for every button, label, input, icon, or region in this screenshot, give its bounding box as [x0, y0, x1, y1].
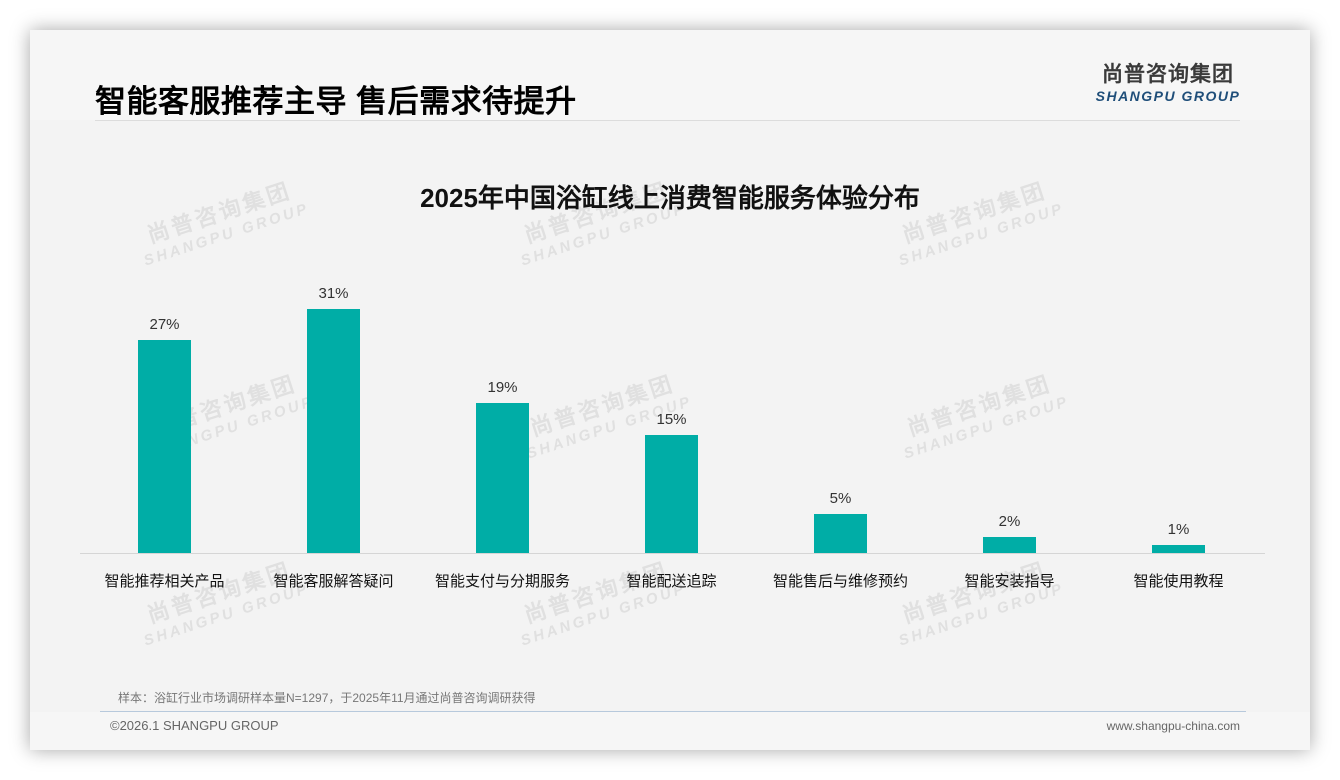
- category-label: 智能售后与维修预约: [772, 573, 908, 590]
- category-label: 智能配送追踪: [626, 573, 717, 590]
- chart-title: 2025年中国浴缸线上消费智能服务体验分布: [420, 183, 920, 213]
- bar-value-label: 5%: [829, 490, 852, 507]
- bar-group: 5% 智能售后与维修预约: [756, 280, 925, 600]
- bar: [645, 435, 698, 553]
- bar-value-label: 19%: [487, 379, 518, 396]
- bar: [983, 537, 1036, 553]
- bar-value-label: 1%: [1167, 521, 1190, 538]
- bar: [1152, 545, 1205, 553]
- category-label: 智能推荐相关产品: [104, 573, 225, 590]
- bar-group: 27% 智能推荐相关产品: [80, 280, 249, 600]
- copyright: ©2026.1 SHANGPU GROUP: [110, 718, 279, 733]
- category-label: 智能使用教程: [1133, 573, 1224, 590]
- category-label: 智能客服解答疑问: [273, 573, 394, 590]
- bar: [307, 309, 360, 553]
- logo-en: SHANGPU GROUP: [1095, 88, 1241, 104]
- footer-divider: [100, 711, 1246, 712]
- bar: [814, 514, 867, 553]
- bar-value-label: 31%: [318, 285, 349, 302]
- logo-cn: 尚普咨询集团: [1102, 63, 1234, 86]
- bar: [476, 403, 529, 553]
- bar-group: 2% 智能安装指导: [925, 280, 1094, 600]
- logo: 尚普咨询集团 SHANGPU GROUP: [1088, 63, 1248, 105]
- bar-group: 1% 智能使用教程: [1094, 280, 1263, 600]
- x-axis-line: [80, 553, 1265, 554]
- slide: 智能客服推荐主导 售后需求待提升 尚普咨询集团 SHANGPU GROUP: [30, 30, 1310, 750]
- bar-group: 19% 智能支付与分期服务: [418, 280, 587, 600]
- bar-value-label: 2%: [998, 513, 1021, 530]
- bar-group: 31% 智能客服解答疑问: [249, 280, 418, 600]
- bar-value-label: 27%: [149, 316, 180, 333]
- sample-note: 样本：浴缸行业市场调研样本量N=1297，于2025年11月通过尚普咨询调研获得: [118, 691, 536, 705]
- category-label: 智能安装指导: [964, 573, 1055, 590]
- bar: [138, 340, 191, 553]
- title-divider: [95, 120, 1240, 121]
- category-label: 智能支付与分期服务: [434, 573, 570, 590]
- footer-band: [30, 712, 1310, 750]
- bar-chart: 27% 智能推荐相关产品 31% 智能客服解答疑问 19% 智能支付与分期服务 …: [80, 280, 1265, 600]
- header-band: [30, 30, 1310, 120]
- website-link[interactable]: www.shangpu-china.com: [1106, 719, 1240, 733]
- bar-value-label: 15%: [656, 411, 687, 428]
- bar-group: 15% 智能配送追踪: [587, 280, 756, 600]
- page-title: 智能客服推荐主导 售后需求待提升: [95, 84, 577, 119]
